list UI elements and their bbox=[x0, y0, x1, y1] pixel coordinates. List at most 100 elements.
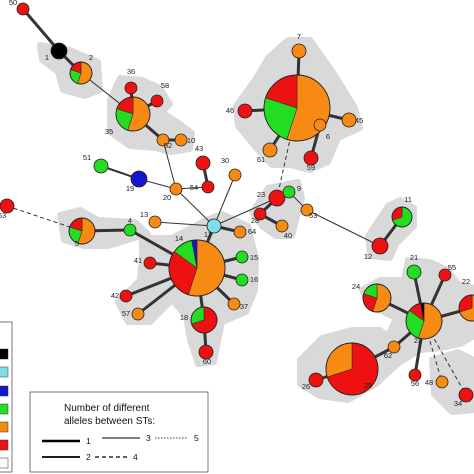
node-label-11: 11 bbox=[404, 195, 412, 204]
node-slice-60-red bbox=[198, 344, 214, 360]
node-36 bbox=[124, 81, 138, 95]
node-slice-45-orange bbox=[341, 112, 357, 128]
node-label-34: 34 bbox=[454, 399, 462, 408]
node-slice-51-green bbox=[93, 158, 109, 174]
node-55 bbox=[438, 268, 452, 282]
node-slice-55-red bbox=[438, 268, 452, 282]
node-15 bbox=[235, 250, 249, 264]
node-slice-21-green bbox=[406, 264, 422, 280]
node-label-61: 61 bbox=[257, 155, 265, 164]
node-label-4: 4 bbox=[128, 216, 132, 225]
node-label-13: 13 bbox=[140, 210, 148, 219]
node-57 bbox=[131, 307, 145, 321]
node-62 bbox=[387, 340, 401, 354]
node-label-19: 19 bbox=[126, 184, 134, 193]
node-slice-28-red bbox=[253, 207, 267, 221]
node-52 bbox=[156, 133, 170, 147]
edge-20-17 bbox=[175, 188, 215, 227]
node-18 bbox=[190, 306, 218, 334]
node-23b bbox=[405, 302, 443, 340]
node-slice-50-red bbox=[16, 2, 30, 16]
node-label-21: 21 bbox=[410, 253, 418, 262]
node-slice-23a-red bbox=[268, 189, 286, 207]
node-43 bbox=[195, 155, 211, 171]
node-slice-20-orange bbox=[169, 182, 183, 196]
node-26 bbox=[308, 372, 324, 388]
edge-50-1 bbox=[21, 8, 61, 52]
node-label-54: 54 bbox=[190, 183, 198, 192]
node-2 bbox=[69, 61, 93, 85]
node-label-37: 37 bbox=[240, 302, 248, 311]
node-slice-52-orange bbox=[156, 133, 170, 147]
node-slice-16-green bbox=[235, 273, 249, 287]
node-51 bbox=[93, 158, 109, 174]
node-label-23a: 23 bbox=[257, 190, 265, 199]
node-label-10: 10 bbox=[187, 136, 195, 145]
node-slice-46-red bbox=[237, 103, 253, 119]
node-35 bbox=[115, 96, 151, 132]
node-label-56: 56 bbox=[411, 379, 419, 388]
key-swatch-orange bbox=[0, 421, 9, 433]
node-label-45: 45 bbox=[355, 116, 363, 125]
node-slice-19-blue bbox=[130, 170, 148, 188]
node-40 bbox=[275, 219, 289, 233]
edge-legend: Number of different alleles between STs:… bbox=[29, 391, 209, 473]
node-50 bbox=[16, 2, 30, 16]
key-swatch-cyan bbox=[0, 366, 9, 378]
legend-item-3: 3 bbox=[146, 433, 151, 443]
node-slice-17-cyan bbox=[206, 218, 222, 234]
node-11 bbox=[391, 206, 413, 228]
node-label-24: 24 bbox=[352, 282, 360, 291]
node-54 bbox=[201, 180, 215, 194]
node-label-50: 50 bbox=[9, 0, 17, 7]
node-label-30: 30 bbox=[221, 156, 229, 165]
node-label-58: 58 bbox=[161, 81, 169, 90]
edge-17-23a bbox=[213, 197, 278, 227]
node-slice-59-red bbox=[303, 150, 319, 166]
node-24 bbox=[362, 283, 392, 313]
node-label-25: 25 bbox=[364, 381, 372, 390]
node-label-51: 51 bbox=[83, 153, 91, 162]
node-slice-53-orange bbox=[300, 203, 314, 217]
node-14 bbox=[168, 239, 226, 297]
node-slice-43-red bbox=[195, 155, 211, 171]
node-63 bbox=[0, 198, 15, 214]
node-slice-1-black bbox=[50, 42, 68, 60]
node-56 bbox=[408, 368, 422, 382]
legend-title-line2: alleles between STs: bbox=[64, 416, 155, 427]
node-42 bbox=[119, 289, 133, 303]
node-34 bbox=[458, 387, 474, 403]
node-12 bbox=[371, 237, 389, 255]
node-slice-7-orange bbox=[291, 43, 307, 59]
node-9 bbox=[282, 185, 296, 199]
node-label-18: 18 bbox=[180, 313, 188, 322]
node-slice-63-red bbox=[0, 198, 15, 214]
node-58 bbox=[150, 94, 164, 108]
key-swatch-blue bbox=[0, 385, 9, 397]
node-label-28: 28 bbox=[251, 216, 259, 225]
edge-30-17 bbox=[213, 174, 236, 227]
edge-13-17 bbox=[154, 221, 215, 227]
node-label-42: 42 bbox=[111, 291, 119, 300]
node-label-35: 35 bbox=[105, 127, 113, 136]
edge-52-20 bbox=[162, 139, 177, 190]
node-slice-57-orange bbox=[131, 307, 145, 321]
node-label-15: 15 bbox=[250, 253, 258, 262]
node-46 bbox=[237, 103, 253, 119]
node-slice-37-orange bbox=[227, 297, 241, 311]
node-label-46: 46 bbox=[226, 106, 234, 115]
node-slice-41-red bbox=[143, 256, 157, 270]
node-28 bbox=[253, 207, 267, 221]
key-swatch-green bbox=[0, 403, 9, 415]
node-label-26: 26 bbox=[302, 382, 310, 391]
node-label-22: 22 bbox=[462, 277, 470, 286]
node-61 bbox=[262, 142, 278, 158]
node-slice-30-orange bbox=[228, 168, 242, 182]
node-53 bbox=[300, 203, 314, 217]
node-slice-34-red bbox=[458, 387, 474, 403]
node-41 bbox=[143, 256, 157, 270]
node-label-57: 57 bbox=[122, 309, 130, 318]
edge-53-12 bbox=[306, 209, 381, 247]
node-37 bbox=[227, 297, 241, 311]
